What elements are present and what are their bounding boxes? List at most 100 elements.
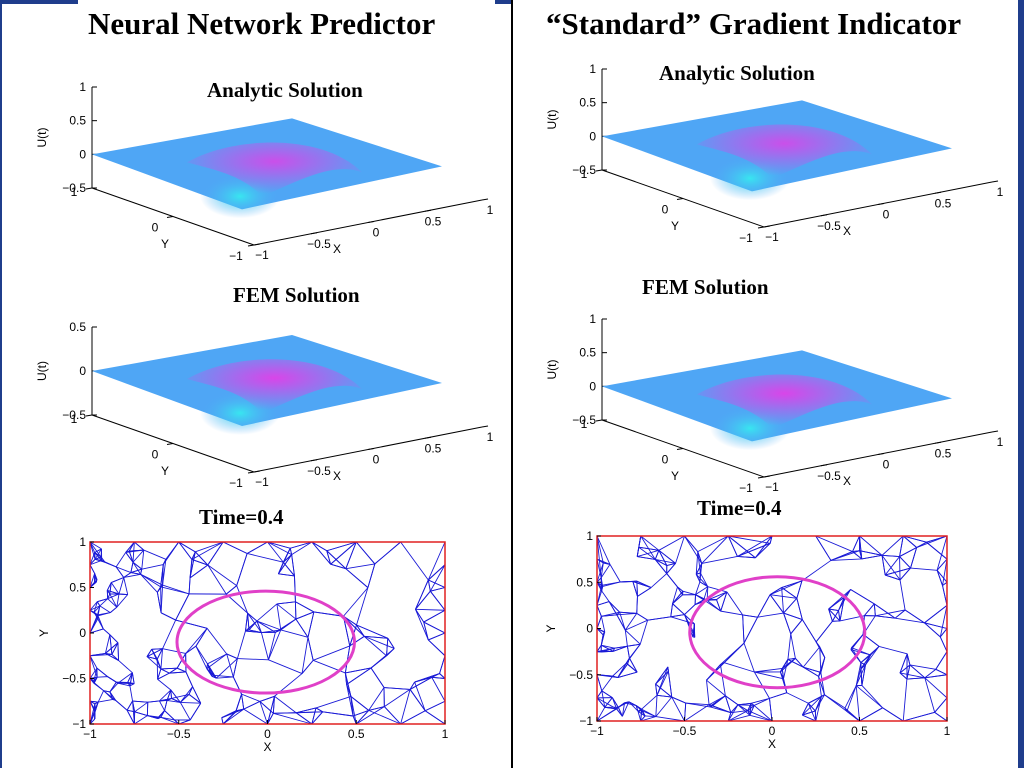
mesh-edge [430, 587, 446, 592]
mesh-edge [621, 701, 630, 717]
mesh-edge [243, 700, 261, 710]
x-tick-label: −0.5 [167, 727, 191, 741]
mesh-edge [159, 697, 172, 702]
mesh-edge [143, 549, 167, 560]
mesh-edge [97, 618, 104, 630]
x-tick-label: 1 [487, 430, 494, 444]
z-tick-label: −0.5 [62, 408, 86, 422]
mesh-edge [635, 705, 642, 710]
y-tick-label: 1 [586, 529, 593, 543]
top-accent-left [0, 0, 78, 4]
mesh-edge [596, 706, 619, 722]
mesh-edge [855, 685, 883, 709]
mesh-edge [386, 638, 389, 656]
mesh-edge [935, 651, 948, 670]
x-axis-label: X [263, 740, 271, 754]
mesh-edge [875, 609, 906, 617]
mesh-edge [757, 594, 771, 618]
mesh-edge [189, 702, 202, 721]
mesh-edge [655, 683, 673, 698]
mesh-edge [247, 612, 258, 622]
mesh-edge [291, 541, 313, 555]
y-tick-label: −1 [72, 717, 86, 731]
mesh-edge [624, 630, 628, 647]
mesh-edge [904, 609, 925, 624]
mesh-edge [783, 597, 798, 614]
mesh-edge [162, 648, 186, 654]
mesh-edge [596, 581, 603, 586]
mesh-edge [608, 601, 618, 616]
mesh-edge [312, 645, 350, 661]
mesh-edge [162, 619, 177, 649]
mesh-edge [838, 596, 845, 611]
mesh-edge [601, 647, 615, 653]
mesh-edge [830, 558, 862, 561]
z-axis-label: U(t) [35, 128, 49, 148]
mesh-edge [852, 550, 860, 552]
mesh-edge [815, 535, 853, 552]
y-tick-label: 0 [586, 622, 593, 636]
mesh-circle [688, 575, 867, 690]
mesh-edge [939, 628, 948, 638]
mesh-edge [117, 672, 133, 684]
mesh-edge [697, 551, 701, 574]
mesh-edge [96, 601, 101, 607]
mesh-edge [400, 689, 411, 725]
mesh-edge [899, 653, 908, 674]
mesh-edge [232, 658, 238, 678]
mesh-edge [641, 708, 646, 717]
mesh-edge [934, 697, 948, 713]
mesh-edge [645, 715, 656, 718]
y-axis-label: Y [37, 629, 51, 637]
mesh-edge [875, 615, 896, 619]
y-axis-label: Y [671, 469, 679, 483]
mesh-edge [860, 654, 871, 663]
mesh-edge [802, 646, 821, 668]
mesh-edge [596, 697, 606, 708]
mesh-edge [130, 562, 134, 573]
mesh-edge [123, 572, 132, 578]
mesh-edge [236, 585, 249, 614]
mesh-edge [801, 703, 809, 716]
x-tick-label: −0.5 [307, 237, 331, 251]
mesh-edge [132, 561, 143, 570]
mesh-edge [728, 710, 749, 722]
mesh-edge [695, 573, 709, 587]
mesh-edge [655, 695, 658, 717]
mesh-edge [118, 577, 125, 595]
mesh-edge [384, 706, 401, 725]
mesh-edge [110, 606, 118, 613]
x-axis-label: X [333, 469, 341, 483]
mesh-edge [374, 541, 401, 565]
mesh-edge [666, 573, 678, 588]
left-time-title: Time=0.4 [199, 505, 284, 529]
mesh-edge [639, 620, 649, 645]
mesh-edge [596, 690, 603, 699]
mesh-edge [936, 558, 948, 571]
column-divider [511, 0, 513, 768]
mesh-edge [903, 535, 927, 543]
left-analytic-surface-plot: 1 0.5 0 −0.5 U(t) 1 0 −1 Y −1 −0.5 0 0.5 1 X [35, 80, 494, 263]
z-axis-label: U(t) [35, 361, 49, 381]
mesh-edge [104, 634, 111, 654]
mesh-edge [626, 662, 638, 673]
mesh-edge [894, 609, 906, 619]
x-axis-label: X [768, 737, 776, 751]
mesh-edge [367, 563, 376, 588]
mesh-edge [753, 697, 770, 706]
mesh-edge [158, 700, 165, 711]
mesh-edge [423, 621, 429, 641]
mesh-edge [400, 541, 429, 581]
mesh-edge [781, 668, 784, 679]
z-tick-label: 1 [589, 62, 596, 76]
x-tick-mark [310, 232, 318, 235]
mesh-edge [107, 593, 120, 600]
mesh-edge [356, 624, 365, 637]
mesh-edge [107, 589, 120, 595]
x-tick-mark [424, 209, 432, 212]
mesh-edge [596, 535, 604, 564]
mesh-edge [141, 550, 145, 570]
mesh-edge [902, 535, 917, 548]
mesh-edge [873, 603, 876, 616]
mesh-edge [600, 564, 611, 579]
